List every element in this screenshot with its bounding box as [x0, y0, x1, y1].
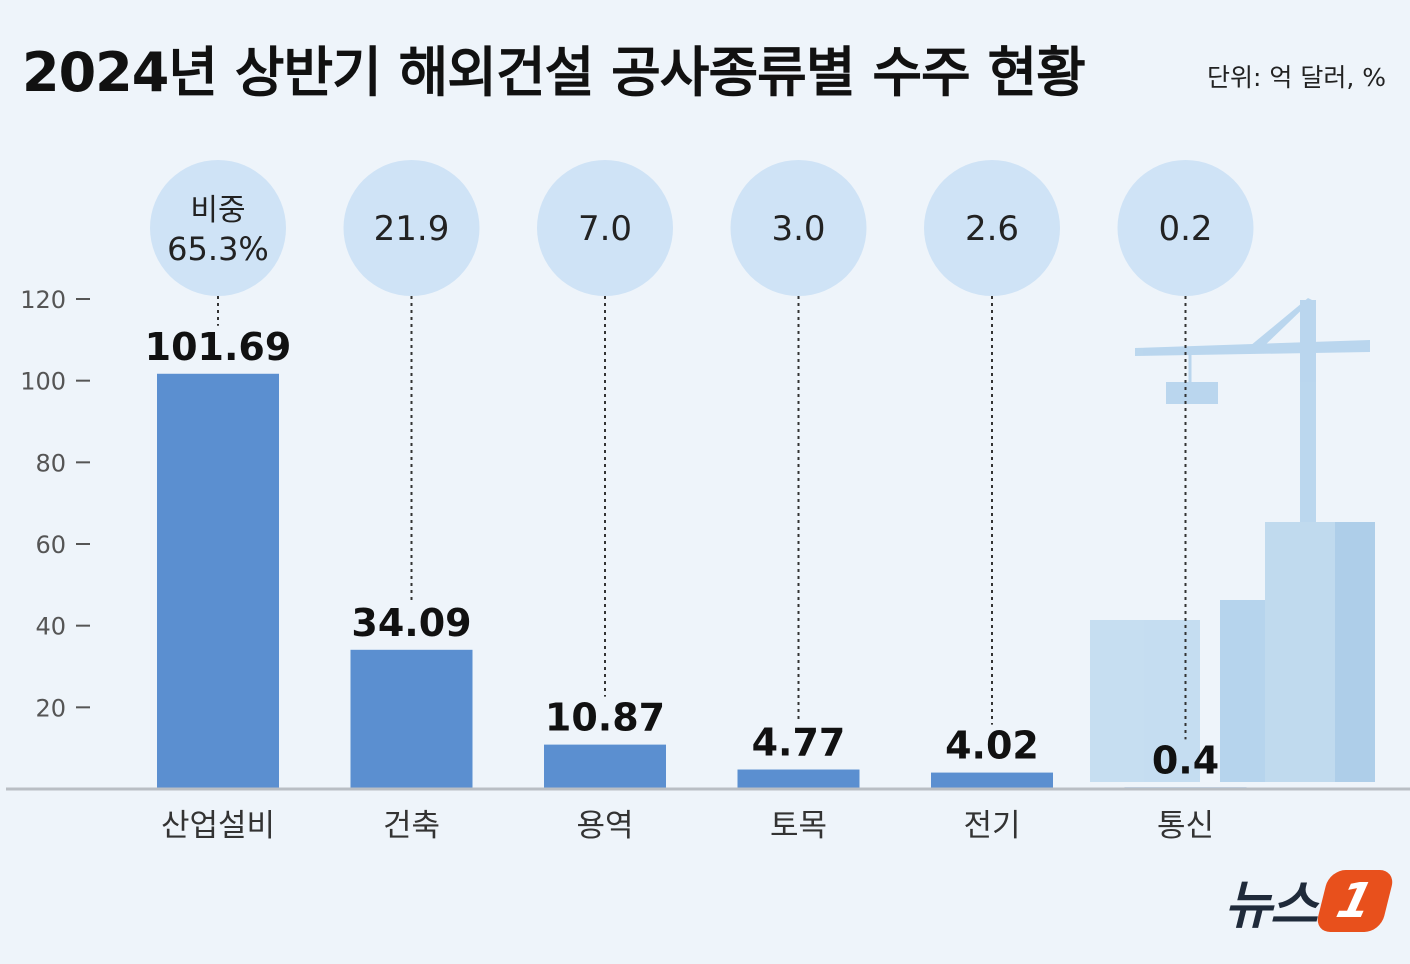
bar-2 [544, 744, 666, 789]
leader-lines [217, 296, 1187, 740]
bar-3 [737, 769, 860, 789]
category-label: 통신 [1157, 808, 1214, 844]
share-prefix: 비중 [190, 193, 245, 228]
share-label: 2.6 [965, 209, 1019, 249]
building-icon [1090, 522, 1375, 782]
bar-4 [931, 772, 1053, 789]
share-label: 65.3% [167, 230, 269, 268]
value-label: 4.77 [752, 721, 846, 765]
unit-label: 단위: 억 달러, % [1207, 63, 1386, 92]
category-label: 전기 [963, 808, 1020, 844]
share-bubble [730, 160, 867, 296]
y-tick-label: 20 [35, 694, 66, 722]
value-label: 0.4 [1152, 738, 1219, 782]
category-label: 용역 [576, 808, 633, 844]
share-bubble [150, 160, 286, 296]
share-bubble [343, 160, 480, 296]
share-label: 3.0 [771, 209, 825, 249]
category-label: 토목 [770, 808, 827, 844]
share-bubble [924, 160, 1060, 296]
logo-badge: 1 [1314, 869, 1396, 932]
news1-logo: 뉴스 1 [1224, 863, 1396, 938]
share-bubble [537, 160, 673, 296]
value-label: 10.87 [545, 696, 665, 740]
y-tick-label: 60 [35, 531, 66, 559]
share-label: 7.0 [578, 209, 632, 249]
construction-illustration [1090, 298, 1375, 782]
bar-1 [350, 649, 473, 789]
share-bubble [1117, 160, 1254, 296]
bars: 101.69 34.09 10.87 4.77 4.02 0.4 [145, 325, 1247, 790]
share-label: 0.2 [1158, 209, 1212, 249]
y-tick-label: 120 [20, 286, 66, 314]
category-label: 산업설비 [161, 808, 275, 844]
y-tick-label: 40 [35, 613, 66, 641]
value-label: 101.69 [145, 325, 292, 369]
bar-0 [157, 373, 279, 789]
chart-title: 2024년 상반기 해외건설 공사종류별 수주 현황 [22, 41, 1086, 104]
logo-text: 뉴스 [1224, 876, 1318, 936]
y-tick-label: 80 [35, 449, 66, 477]
share-label: 21.9 [374, 209, 450, 249]
category-labels: 산업설비 건축 용역 토목 전기 통신 [161, 808, 1214, 844]
value-label: 4.02 [945, 724, 1039, 768]
value-label: 34.09 [351, 601, 471, 645]
y-tick-label: 100 [20, 368, 66, 396]
y-axis: 20 40 60 80 100 120 [20, 286, 90, 722]
crane-icon [1135, 298, 1370, 522]
category-label: 건축 [383, 808, 440, 844]
